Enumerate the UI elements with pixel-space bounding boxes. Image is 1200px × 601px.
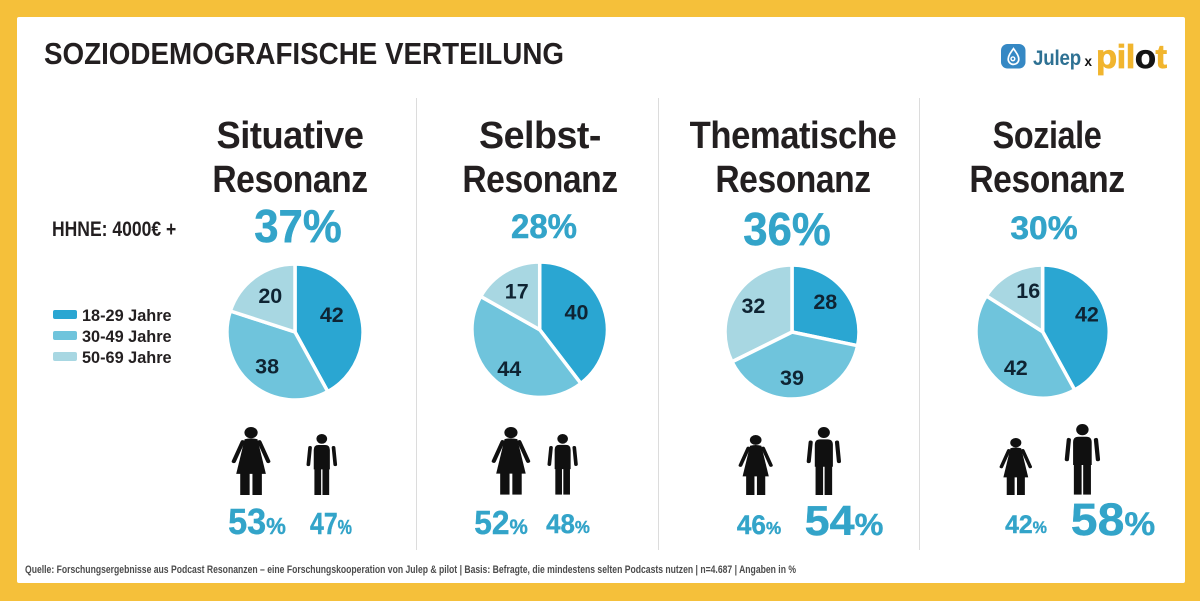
svg-text:32: 32 [741,294,765,318]
svg-text:44: 44 [497,357,521,381]
svg-text:16: 16 [1017,278,1041,302]
svg-text:39: 39 [780,365,804,389]
svg-text:38: 38 [255,354,279,378]
svg-text:42: 42 [1075,302,1099,326]
svg-text:20: 20 [258,284,282,308]
svg-text:40: 40 [564,301,588,325]
svg-text:28: 28 [813,290,837,314]
svg-text:42: 42 [319,303,343,327]
svg-text:17: 17 [504,280,528,304]
svg-text:42: 42 [1004,356,1028,380]
